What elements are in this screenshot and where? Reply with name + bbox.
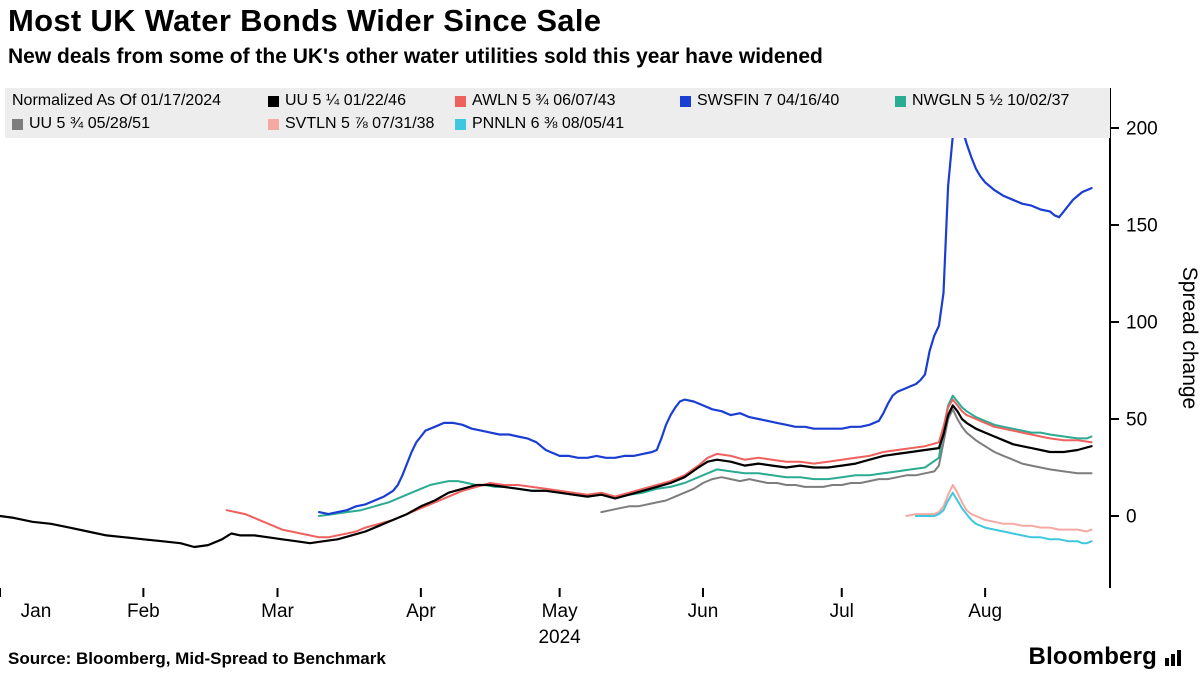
series-line-6: [905, 484, 1093, 533]
legend-note: Normalized As Of 01/17/2024: [12, 90, 221, 112]
legend-item-label: SWSFIN 7 04/16/40: [697, 92, 840, 109]
legend-swatch-uu-51: [12, 118, 23, 130]
y-tick-label: 100: [1126, 313, 1158, 334]
legend-item-svtln-38: SVTLN 5 ⅞ 07/31/38: [268, 113, 434, 135]
y-axis-title: Spread change: [1178, 267, 1200, 409]
page-subtitle: New deals from some of the UK's other wa…: [8, 45, 823, 68]
legend-note-label: Normalized As Of 01/17/2024: [12, 92, 222, 109]
x-axis-year-label: 2024: [538, 627, 581, 648]
legend-item-uu-51: UU 5 ¾ 05/28/51: [12, 113, 150, 135]
x-tick-label: May: [542, 601, 578, 622]
y-tick-label: 200: [1126, 119, 1158, 140]
legend-item-awln-43: AWLN 5 ¾ 06/07/43: [455, 90, 616, 112]
legend-swatch-swsfin-40: [680, 95, 691, 107]
x-tick-label: Feb: [127, 601, 160, 622]
legend-item-swsfin-40: SWSFIN 7 04/16/40: [680, 90, 839, 112]
y-tick-label: 0: [1126, 507, 1137, 528]
legend-item-label: SVTLN 5 ⅞ 07/31/38: [285, 115, 435, 132]
x-tick-label: Jan: [21, 601, 52, 622]
legend-item-uu-46: UU 5 ¼ 01/22/46: [268, 90, 406, 112]
y-tick-label: 150: [1126, 216, 1158, 237]
series-line-7: [914, 491, 1093, 545]
legend-swatch-svtln-38: [268, 118, 279, 130]
legend-item-pnnln-41: PNNLN 6 ⅜ 08/05/41: [455, 113, 624, 135]
bloomberg-logo-text: Bloomberg: [1028, 643, 1157, 670]
x-tick-label: Jul: [830, 601, 854, 622]
bloomberg-logo: Bloomberg: [1029, 643, 1184, 671]
series-line-2: [225, 398, 1093, 539]
legend-item-label: PNNLN 6 ⅜ 08/05/41: [472, 115, 625, 132]
legend-swatch-pnnln-41: [455, 118, 466, 130]
bloomberg-logo-icon: [1165, 650, 1181, 666]
legend-item-label: UU 5 ¾ 05/28/51: [29, 115, 150, 132]
page-title: Most UK Water Bonds Wider Since Sale: [8, 3, 602, 38]
chart-legend: Normalized As Of 01/17/2024 UU 5 ¼ 01/22…: [5, 88, 1110, 138]
x-tick-label: Aug: [968, 601, 1002, 622]
legend-item-label: UU 5 ¼ 01/22/46: [285, 92, 406, 109]
x-tick-label: Jun: [688, 601, 719, 622]
legend-item-label: AWLN 5 ¾ 06/07/43: [472, 92, 616, 109]
y-tick-label: 50: [1126, 410, 1147, 431]
series-line-1: [0, 404, 1093, 549]
legend-swatch-uu-46: [268, 95, 279, 107]
x-tick-label: Apr: [406, 601, 436, 622]
legend-swatch-nwgln-37: [895, 95, 906, 107]
series-line-4: [318, 394, 1093, 517]
x-tick-label: Mar: [261, 601, 294, 622]
series-line-3: [318, 119, 1093, 516]
series-line-5: [600, 408, 1093, 514]
source-note: Source: Bloomberg, Mid-Spread to Benchma…: [8, 649, 386, 668]
legend-item-nwgln-37: NWGLN 5 ½ 10/02/37: [895, 90, 1069, 112]
legend-swatch-awln-43: [455, 95, 466, 107]
legend-item-label: NWGLN 5 ½ 10/02/37: [912, 92, 1070, 109]
